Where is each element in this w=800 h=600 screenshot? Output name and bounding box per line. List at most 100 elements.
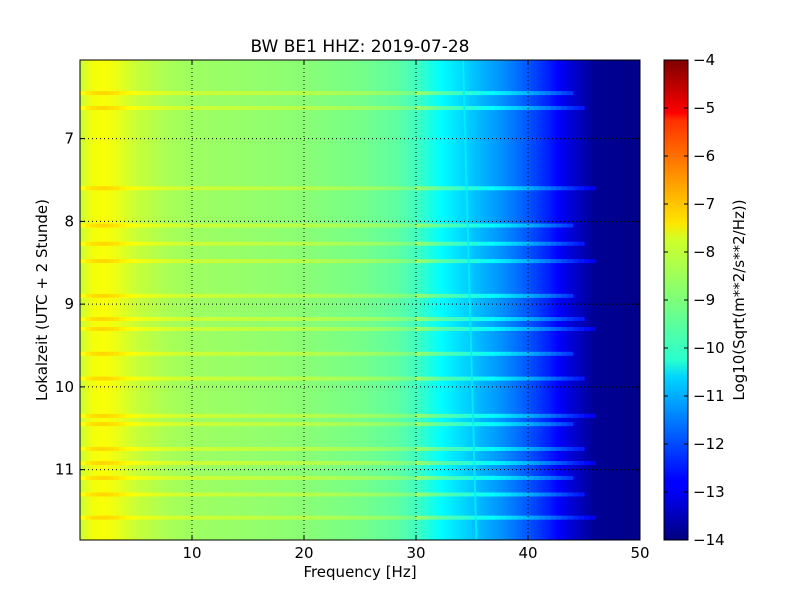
time-band-segment [152, 461, 159, 466]
time-band-segment [304, 91, 311, 96]
time-band-segment [192, 492, 199, 497]
time-band-segment [371, 515, 378, 520]
time-band-segment [136, 326, 143, 331]
time-band-segment [511, 317, 518, 322]
time-band-segment [208, 106, 215, 110]
time-band-segment [136, 259, 143, 264]
time-band-segment [477, 492, 484, 497]
time-band-segment [371, 241, 378, 246]
time-band-segment [298, 223, 305, 228]
time-band-segment [292, 91, 299, 96]
time-band-segment [231, 326, 238, 331]
y-tick-label: 10 [55, 378, 74, 396]
time-band-segment [528, 413, 535, 418]
time-band-segment [494, 326, 501, 331]
time-band-segment [544, 475, 551, 480]
time-band-segment [141, 317, 148, 322]
time-band-segment [208, 446, 215, 451]
time-band-segment [488, 461, 495, 466]
heat-column [239, 60, 243, 540]
time-band-segment [488, 241, 495, 246]
time-band-segment [494, 91, 501, 96]
time-band-segment [208, 351, 215, 356]
time-band-segment [276, 413, 283, 418]
time-band-segment [315, 376, 322, 381]
time-band-segment [404, 106, 411, 110]
time-band-segment [113, 326, 120, 331]
time-band-segment [567, 422, 574, 427]
time-band-segment [147, 91, 154, 96]
time-band-segment [371, 492, 378, 497]
heat-column [264, 60, 269, 540]
time-band-segment [488, 326, 495, 331]
time-band-segment [455, 515, 462, 520]
time-band-segment [393, 422, 400, 427]
time-band-segment [393, 351, 400, 356]
time-band-segment [236, 259, 243, 264]
heat-column [486, 60, 490, 540]
time-band-segment [578, 446, 585, 451]
time-band-segment [292, 223, 299, 228]
time-band-segment [292, 461, 299, 466]
time-band-segment [96, 241, 103, 246]
time-band-segment [276, 422, 283, 427]
time-band-segment [337, 351, 344, 356]
time-band-segment [85, 446, 92, 451]
heat-column [276, 60, 280, 540]
time-band-segment [326, 326, 333, 331]
time-band-segment [292, 475, 299, 480]
time-band-segment [589, 326, 596, 331]
time-band-segment [259, 475, 266, 480]
time-band-segment [483, 186, 490, 191]
time-band-segment [315, 241, 322, 246]
time-band-segment [404, 259, 411, 264]
time-band-segment [242, 293, 249, 298]
time-band-segment [365, 422, 372, 427]
time-band-segment [169, 376, 176, 381]
time-band-segment [91, 422, 98, 427]
time-band-segment [404, 241, 411, 246]
time-band-segment [332, 413, 339, 418]
time-band-segment [236, 492, 243, 497]
time-band-segment [80, 475, 87, 480]
time-band-segment [449, 422, 456, 427]
time-band-segment [141, 492, 148, 497]
time-band-segment [186, 293, 193, 298]
time-band-segment [220, 317, 227, 322]
time-band-segment [556, 223, 563, 228]
time-band-segment [348, 422, 355, 427]
time-band-segment [360, 376, 367, 381]
heat-column [301, 60, 305, 540]
time-band-segment [455, 326, 462, 331]
heat-column [150, 60, 154, 540]
time-band-segment [427, 492, 434, 497]
time-band-segment [91, 492, 98, 497]
time-band-segment [505, 413, 512, 418]
time-band-segment [152, 259, 159, 264]
time-band-segment [197, 259, 204, 264]
time-band-segment [399, 376, 406, 381]
time-band-segment [197, 317, 204, 322]
time-band-segment [444, 223, 451, 228]
time-band-segment [421, 317, 428, 322]
time-band-segment [494, 422, 501, 427]
time-band-segment [158, 106, 165, 110]
time-band-segment [388, 91, 395, 96]
time-band-segment [242, 475, 249, 480]
time-band-segment [427, 106, 434, 110]
time-band-segment [511, 376, 518, 381]
time-band-segment [141, 376, 148, 381]
time-band-segment [208, 326, 215, 331]
time-band-segment [136, 461, 143, 466]
time-band-segment [466, 446, 473, 451]
time-band-segment [505, 259, 512, 264]
time-band-segment [332, 259, 339, 264]
time-band-segment [332, 351, 339, 356]
time-band-segment [292, 351, 299, 356]
time-band-segment [544, 461, 551, 466]
colorbar-tick-label: −14 [693, 531, 725, 549]
time-band-segment [438, 461, 445, 466]
time-band-segment [175, 351, 182, 356]
time-band-segment [500, 515, 507, 520]
time-band-segment [500, 259, 507, 264]
